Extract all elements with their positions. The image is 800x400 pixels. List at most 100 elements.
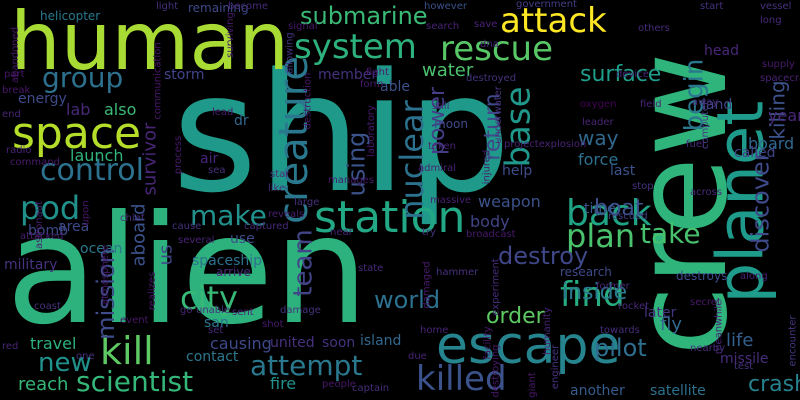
word: stop bbox=[632, 181, 654, 192]
word: destroy bbox=[498, 242, 589, 270]
word: meanwhile bbox=[713, 299, 725, 355]
word: former bbox=[596, 281, 630, 292]
word: land bbox=[702, 97, 733, 113]
word: surviving bbox=[224, 12, 236, 58]
word: command bbox=[10, 157, 60, 168]
word: captured bbox=[244, 221, 289, 232]
word: event bbox=[120, 315, 149, 326]
word: allowing bbox=[284, 32, 296, 74]
word: submarine bbox=[300, 2, 428, 30]
word: leader bbox=[582, 117, 614, 128]
word: shot bbox=[262, 319, 284, 330]
word: back bbox=[566, 193, 652, 234]
word: lab bbox=[66, 100, 91, 119]
word: weapon bbox=[478, 192, 541, 211]
word: due bbox=[408, 351, 427, 362]
word: destroyed bbox=[466, 73, 517, 84]
word: storm bbox=[164, 67, 205, 83]
word: abandoned bbox=[10, 26, 22, 84]
word: contact bbox=[186, 349, 239, 365]
word: vessel bbox=[760, 1, 792, 12]
word: also bbox=[104, 100, 137, 119]
word: human bbox=[10, 0, 290, 88]
word: base bbox=[498, 86, 539, 168]
word: plan bbox=[566, 217, 636, 255]
word: travel bbox=[30, 334, 77, 353]
word: bomb bbox=[28, 223, 68, 239]
word: island bbox=[360, 333, 402, 349]
word: team bbox=[288, 229, 319, 297]
word: lead bbox=[212, 107, 234, 118]
word: escape bbox=[436, 316, 621, 376]
word: ship bbox=[172, 38, 512, 229]
word: try bbox=[422, 227, 436, 238]
word: another bbox=[570, 383, 625, 399]
word: engineer bbox=[550, 344, 562, 390]
word: atmosphere bbox=[100, 245, 111, 305]
word: pod bbox=[20, 189, 81, 227]
word: end bbox=[2, 109, 21, 120]
word: new bbox=[38, 348, 92, 378]
word: attempt bbox=[250, 349, 363, 382]
word: missile bbox=[720, 351, 769, 367]
word: later bbox=[644, 305, 677, 321]
word: however bbox=[424, 1, 467, 12]
word: united bbox=[270, 335, 315, 351]
word: nearby bbox=[690, 343, 725, 354]
word: force bbox=[578, 150, 619, 169]
word: destroys bbox=[676, 269, 728, 283]
word: coast bbox=[34, 301, 61, 312]
word: kill bbox=[100, 329, 154, 373]
word: unable bbox=[196, 305, 231, 316]
word: radio bbox=[6, 145, 32, 156]
word: become bbox=[228, 1, 269, 12]
word: laboratory bbox=[365, 105, 377, 157]
word: spacecraft bbox=[760, 73, 800, 84]
word: boat bbox=[594, 196, 644, 221]
word: dr bbox=[234, 113, 249, 129]
word: launch bbox=[70, 146, 124, 165]
word: time bbox=[584, 201, 616, 217]
word: rescue bbox=[440, 29, 554, 69]
word: process bbox=[173, 135, 185, 175]
word: space bbox=[12, 108, 142, 159]
word: remaining bbox=[188, 1, 249, 15]
word: supply bbox=[762, 59, 795, 70]
word: area bbox=[58, 219, 90, 235]
word: member bbox=[318, 67, 378, 83]
word: us bbox=[155, 244, 177, 266]
word: captain bbox=[352, 383, 390, 394]
word: reach bbox=[18, 374, 69, 395]
word: like bbox=[268, 183, 286, 194]
word: fight bbox=[366, 67, 389, 78]
word: away bbox=[692, 97, 719, 108]
word: government bbox=[516, 0, 577, 10]
word: arrive bbox=[216, 265, 251, 279]
word: helicopter bbox=[40, 9, 101, 23]
word: signal bbox=[288, 21, 318, 32]
word: still bbox=[432, 101, 450, 112]
word: manages bbox=[328, 175, 375, 186]
word: world bbox=[374, 286, 441, 314]
word: reveals bbox=[268, 209, 305, 220]
word: injured bbox=[481, 149, 493, 185]
word: soon bbox=[322, 335, 356, 351]
word: crash bbox=[748, 372, 800, 397]
word: across bbox=[690, 187, 723, 198]
word: year bbox=[768, 106, 800, 125]
word: find bbox=[560, 275, 625, 315]
word: test bbox=[734, 361, 754, 372]
word: form bbox=[360, 79, 384, 90]
word: help bbox=[502, 163, 533, 179]
word: admiral bbox=[418, 163, 457, 174]
word: experiment bbox=[490, 258, 502, 316]
word: rocket bbox=[618, 301, 650, 312]
word: large bbox=[294, 197, 320, 208]
word: set bbox=[208, 325, 224, 336]
word: water bbox=[422, 60, 474, 81]
word: search bbox=[426, 21, 460, 32]
word: state bbox=[358, 263, 384, 274]
word: destruction bbox=[302, 72, 314, 130]
word: sent bbox=[232, 307, 254, 318]
